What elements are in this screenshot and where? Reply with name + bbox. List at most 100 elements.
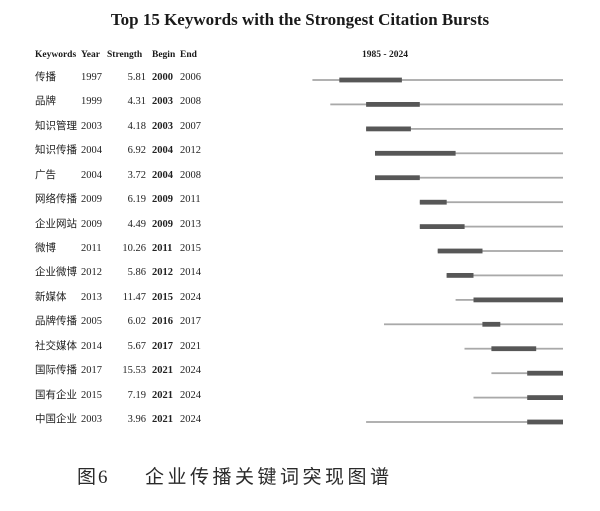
end-cell: 2024	[180, 414, 201, 426]
figure-caption-text: 企业传播关键词突现图谱	[145, 467, 393, 488]
keyword-label: 品牌传播	[35, 316, 77, 328]
year-cell: 2017	[81, 365, 102, 377]
keyword-label: 国际传播	[35, 365, 77, 377]
keyword-label: 微博	[35, 243, 56, 254]
keyword-row: 知识传播 2004 6.92 2004 2012	[0, 143, 205, 159]
end-cell: 2008	[180, 169, 201, 181]
begin-cell: 2015	[152, 291, 173, 303]
end-cell: 2007	[180, 120, 201, 132]
year-cell: 2009	[81, 194, 102, 206]
header-begin: Begin	[152, 50, 176, 60]
begin-cell: 2009	[152, 218, 173, 230]
begin-cell: 2003	[152, 96, 173, 108]
end-cell: 2008	[180, 96, 201, 108]
keyword-label: 国有企业	[35, 389, 77, 401]
keyword-label: 社交媒体	[35, 340, 77, 352]
active-period-line	[419, 225, 563, 228]
keyword-label: 知识传播	[35, 145, 77, 157]
year-cell: 2012	[81, 267, 102, 279]
keyword-label: 中国企业	[35, 414, 77, 426]
begin-cell: 2004	[152, 145, 173, 157]
keyword-row: 企业网站 2009 4.49 2009 2013	[0, 217, 205, 233]
begin-cell: 2021	[152, 365, 173, 377]
keyword-row: 知识管理 2003 4.18 2003 2007	[0, 119, 205, 135]
active-period-line	[446, 274, 563, 277]
end-cell: 2006	[180, 72, 201, 83]
begin-cell: 2012	[152, 267, 173, 279]
keyword-label: 新媒体	[35, 291, 67, 303]
year-cell: 2003	[81, 414, 102, 426]
keyword-row: 国际传播 2017 15.53 2021 2024	[0, 363, 205, 379]
keyword-row: 广告 2004 3.72 2004 2008	[0, 168, 205, 184]
year-cell: 2003	[81, 120, 102, 132]
burst-bar	[339, 77, 402, 83]
begin-cell: 2003	[152, 120, 173, 132]
keyword-label: 企业微博	[35, 267, 77, 279]
keyword-row: 网络传播 2009 6.19 2009 2011	[0, 192, 205, 208]
end-cell: 2013	[180, 218, 201, 230]
active-period-line	[384, 323, 563, 326]
header-year: Year	[81, 50, 100, 60]
burst-bar	[527, 395, 563, 400]
begin-cell: 2017	[152, 340, 173, 352]
keyword-row: 新媒体 2013 11.47 2015 2024	[0, 290, 205, 306]
burst-bar	[419, 224, 465, 229]
begin-cell: 2016	[152, 316, 173, 328]
burst-bar	[491, 346, 537, 352]
header-strength: Strength	[107, 50, 143, 60]
end-cell: 2024	[180, 365, 201, 377]
year-cell: 2014	[81, 340, 102, 352]
end-cell: 2024	[180, 291, 201, 303]
strength-cell: 15.53	[122, 365, 146, 377]
keyword-row: 品牌 1999 4.31 2003 2008	[0, 94, 205, 110]
end-cell: 2015	[180, 243, 201, 254]
keyword-label: 广告	[35, 169, 56, 181]
active-period-line	[330, 103, 563, 106]
keyword-label: 品牌	[35, 96, 56, 108]
year-cell: 2004	[81, 145, 102, 157]
keyword-row: 微博 2011 10.26 2011 2015	[0, 241, 205, 257]
end-cell: 2011	[180, 194, 201, 206]
year-cell: 2011	[81, 243, 102, 254]
strength-cell: 4.18	[127, 120, 146, 132]
strength-cell: 11.47	[122, 291, 146, 303]
active-period-line	[366, 421, 563, 423]
strength-cell: 3.96	[127, 414, 146, 426]
figure-caption-label: 图6	[77, 467, 110, 488]
active-period-line	[419, 201, 563, 204]
end-cell: 2017	[180, 316, 201, 328]
year-cell: 2015	[81, 389, 102, 401]
keyword-row: 品牌传播 2005 6.02 2016 2017	[0, 314, 205, 330]
active-period-line	[375, 152, 563, 155]
header-time-range: 1985 - 2024	[362, 50, 408, 60]
chart-title: Top 15 Keywords with the Strongest Citat…	[110, 10, 490, 29]
burst-bar	[482, 321, 501, 327]
begin-cell: 2021	[152, 389, 173, 401]
begin-cell: 2011	[152, 243, 173, 254]
strength-cell: 6.92	[127, 145, 146, 157]
burst-bar	[419, 199, 447, 205]
burst-bar	[366, 102, 420, 107]
strength-cell: 5.67	[127, 340, 146, 352]
strength-cell: 6.02	[127, 316, 146, 328]
begin-cell: 2004	[152, 169, 173, 181]
year-cell: 2013	[81, 291, 102, 303]
keyword-row: 企业微博 2012 5.86 2012 2014	[0, 265, 205, 281]
burst-bar	[473, 297, 563, 303]
keyword-label: 网络传播	[35, 194, 77, 206]
keyword-row: 社交媒体 2014 5.67 2017 2021	[0, 339, 205, 355]
year-cell: 2005	[81, 316, 102, 328]
header-end: End	[180, 50, 197, 60]
strength-cell: 6.19	[127, 194, 146, 206]
active-period-line	[312, 79, 563, 81]
keyword-label: 传播	[35, 72, 56, 83]
strength-cell: 4.31	[127, 96, 146, 108]
burst-bar	[527, 370, 563, 376]
strength-cell: 5.81	[127, 72, 146, 83]
strength-cell: 3.72	[127, 169, 146, 181]
keyword-row: 传播 1997 5.81 2000 2006	[0, 70, 205, 86]
burst-bar	[437, 248, 483, 254]
